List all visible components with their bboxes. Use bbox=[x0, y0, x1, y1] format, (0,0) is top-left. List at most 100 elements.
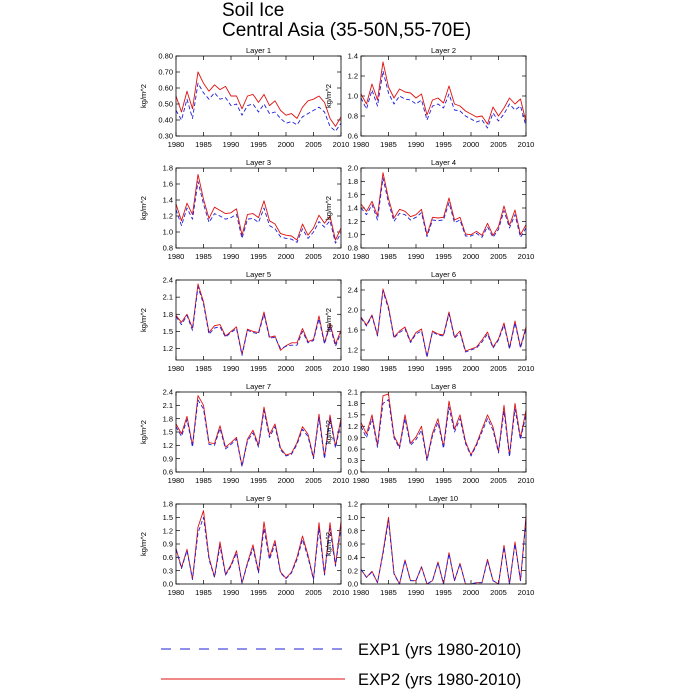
x-tick-label: 2010 bbox=[518, 588, 535, 597]
x-tick-label: 1990 bbox=[408, 252, 425, 261]
x-tick-label: 1990 bbox=[223, 588, 240, 597]
x-tick-label: 2010 bbox=[333, 252, 350, 261]
x-tick-label: 1980 bbox=[168, 476, 185, 485]
x-tick-label: 1985 bbox=[195, 364, 212, 373]
x-tick-label: 2000 bbox=[278, 588, 295, 597]
x-tick-label: 1980 bbox=[353, 476, 370, 485]
x-tick-label: 1995 bbox=[435, 364, 452, 373]
chart-panel-layer-9: Layer 9 kg/m^2 0.0 0.3 0.6 0.9 1.2 1.5 1.8 1980 19… bbox=[139, 494, 349, 597]
plot-frame bbox=[360, 55, 527, 137]
y-tick-label: 0.8 bbox=[348, 112, 358, 121]
panel-title: Layer 1 bbox=[246, 46, 271, 55]
y-axis-label: kg/m^2 bbox=[324, 84, 333, 108]
figure-subtitle: Central Asia (35-50N,55-70E) bbox=[222, 20, 472, 41]
chart-panel-layer-10: Layer 10 kg/m^2 0.0 0.2 0.4 0.6 0.8 1.0 1.2 1980 1… bbox=[324, 494, 534, 597]
x-tick-label: 1990 bbox=[408, 476, 425, 485]
plot-frame bbox=[360, 279, 527, 361]
y-tick-label: 0.70 bbox=[158, 68, 173, 77]
panel-title: Layer 4 bbox=[431, 158, 456, 167]
y-tick-label: 0.80 bbox=[158, 52, 173, 61]
x-tick-label: 2005 bbox=[305, 364, 322, 373]
legend-entry-2: EXP2 (yrs 1980-2010) bbox=[161, 671, 521, 689]
series-line-exp2 bbox=[360, 515, 527, 585]
x-tick-label: 1980 bbox=[168, 140, 185, 149]
x-tick-label: 2005 bbox=[305, 476, 322, 485]
y-axis-label: kg/m^2 bbox=[139, 84, 148, 108]
y-tick-label: 0.0 bbox=[348, 468, 358, 477]
y-tick-label: 0.8 bbox=[163, 244, 173, 253]
chart-panel-layer-7: Layer 7 kg/m^2 0.6 0.9 1.2 1.5 1.8 2.1 2.4 1980 19… bbox=[139, 382, 349, 485]
y-tick-label: 0.6 bbox=[348, 132, 358, 141]
y-tick-label: 0.2 bbox=[348, 566, 358, 575]
y-tick-label: 0.8 bbox=[348, 244, 358, 253]
series-line-exp1 bbox=[360, 399, 527, 462]
x-tick-label: 1990 bbox=[408, 588, 425, 597]
figure-title: Soil Ice bbox=[222, 0, 285, 21]
y-tick-label: 0.3 bbox=[163, 566, 173, 575]
y-tick-label: 1.8 bbox=[348, 399, 358, 408]
series-line-exp1 bbox=[175, 181, 342, 244]
x-tick-label: 1990 bbox=[408, 364, 425, 373]
y-tick-label: 2.1 bbox=[163, 293, 173, 302]
x-tick-label: 2005 bbox=[305, 140, 322, 149]
x-tick-label: 2005 bbox=[490, 364, 507, 373]
chart-panel-layer-2: Layer 2 kg/m^2 0.6 0.8 1.0 1.2 1.4 1980 1985 1990… bbox=[324, 46, 534, 149]
y-tick-label: 0.6 bbox=[163, 553, 173, 562]
x-tick-label: 2010 bbox=[333, 476, 350, 485]
x-tick-label: 1980 bbox=[353, 252, 370, 261]
x-tick-label: 2005 bbox=[490, 140, 507, 149]
y-axis-label: kg/m^2 bbox=[139, 308, 148, 332]
x-tick-label: 1995 bbox=[250, 140, 267, 149]
y-tick-label: 1.2 bbox=[348, 422, 358, 431]
y-tick-label: 1.0 bbox=[163, 228, 173, 237]
y-tick-label: 2.1 bbox=[348, 388, 358, 397]
series-line-exp2 bbox=[360, 393, 527, 460]
x-tick-label: 2010 bbox=[518, 140, 535, 149]
y-tick-label: 1.4 bbox=[348, 52, 358, 61]
series-line-exp1 bbox=[175, 82, 342, 132]
y-tick-label: 0.4 bbox=[348, 553, 358, 562]
chart-panel-layer-8: Layer 8 kg/m^2 0.0 0.3 0.6 0.9 1.2 1.5 1.8 2.1 198… bbox=[324, 382, 534, 485]
y-axis-label: kg/m^2 bbox=[139, 532, 148, 556]
plot-frame bbox=[175, 55, 342, 137]
legend-label: EXP1 (yrs 1980-2010) bbox=[358, 641, 521, 659]
x-tick-label: 2005 bbox=[490, 476, 507, 485]
plot-frame bbox=[175, 503, 342, 585]
x-tick-label: 1995 bbox=[250, 588, 267, 597]
y-tick-label: 1.2 bbox=[163, 212, 173, 221]
x-tick-label: 1995 bbox=[435, 476, 452, 485]
plot-frame bbox=[175, 279, 342, 361]
x-tick-label: 2010 bbox=[333, 364, 350, 373]
y-axis-label: kg/m^2 bbox=[324, 196, 333, 220]
x-tick-label: 1990 bbox=[223, 364, 240, 373]
x-tick-label: 2000 bbox=[278, 364, 295, 373]
x-tick-label: 1985 bbox=[380, 140, 397, 149]
y-tick-label: 1.6 bbox=[163, 180, 173, 189]
y-tick-label: 2.4 bbox=[163, 388, 173, 397]
y-tick-label: 1.8 bbox=[163, 164, 173, 173]
y-tick-label: 2.1 bbox=[163, 401, 173, 410]
x-tick-label: 2000 bbox=[463, 364, 480, 373]
x-tick-label: 1995 bbox=[435, 588, 452, 597]
series-line-exp1 bbox=[360, 520, 527, 585]
series-line-exp2 bbox=[175, 173, 342, 241]
series-line-exp2 bbox=[360, 61, 527, 125]
x-tick-label: 2010 bbox=[333, 140, 350, 149]
series-line-exp2 bbox=[175, 71, 342, 127]
y-tick-label: 0.0 bbox=[348, 580, 358, 589]
x-tick-label: 1980 bbox=[353, 588, 370, 597]
y-axis-label: kg/m^2 bbox=[139, 196, 148, 220]
series-line-exp1 bbox=[360, 177, 527, 238]
series-line-exp2 bbox=[360, 172, 527, 236]
x-tick-label: 1985 bbox=[195, 588, 212, 597]
x-tick-label: 1995 bbox=[435, 252, 452, 261]
plot-frame bbox=[175, 391, 342, 473]
x-tick-label: 1990 bbox=[223, 140, 240, 149]
y-tick-label: 2.0 bbox=[348, 164, 358, 173]
x-tick-label: 1980 bbox=[168, 588, 185, 597]
series-line-exp1 bbox=[360, 290, 527, 358]
x-tick-label: 1985 bbox=[195, 476, 212, 485]
y-tick-label: 0.30 bbox=[158, 132, 173, 141]
y-axis-label: kg/m^2 bbox=[324, 420, 333, 444]
